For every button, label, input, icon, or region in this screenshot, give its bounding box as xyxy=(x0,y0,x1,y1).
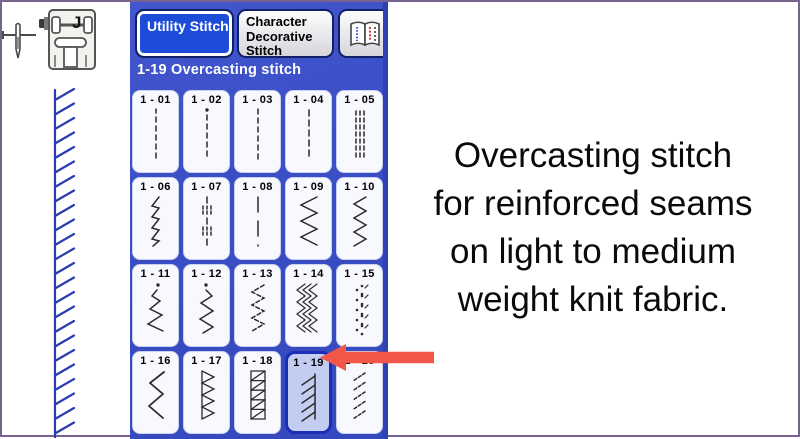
red-arrow-left-icon xyxy=(320,344,434,371)
straight-stitch-left-icon xyxy=(154,108,157,160)
caption-line: for reinforced seams xyxy=(433,184,753,223)
dotted-chevron-icon xyxy=(355,284,369,336)
stitch-cell-1-04[interactable]: 1 - 04 xyxy=(285,90,332,173)
stem-stretch-stitch-icon xyxy=(150,196,161,247)
tab-stitch-guide[interactable] xyxy=(338,9,383,58)
stitch-cell-1-16[interactable]: 1 - 16 xyxy=(132,351,179,434)
stitch-cell-label: 1 - 06 xyxy=(140,181,171,193)
caption-line: weight knit fabric. xyxy=(457,280,729,319)
stitch-cell-1-12[interactable]: 1 - 12 xyxy=(183,264,230,347)
stitch-cell-label: 1 - 03 xyxy=(242,94,273,106)
stitch-guide-book-icon xyxy=(350,21,380,47)
stitch-cell-1-19[interactable]: 1 - 19 xyxy=(285,351,332,434)
stitch-cell-label: 1 - 18 xyxy=(242,355,273,367)
selected-stitch-status: 1-19 Overcasting stitch xyxy=(137,62,302,78)
dashed-triple-stitch-icon xyxy=(201,196,212,246)
stitch-cell-label: 1 - 13 xyxy=(242,268,273,280)
stitch-cell-1-08[interactable]: 1 - 08 xyxy=(234,177,281,260)
stitch-cell-1-06[interactable]: 1 - 06 xyxy=(132,177,179,260)
stitch-cell-1-11[interactable]: 1 - 11 xyxy=(132,264,179,347)
stitch-cell-label: 1 - 16 xyxy=(140,355,171,367)
stitch-cell-1-07[interactable]: 1 - 07 xyxy=(183,177,230,260)
straight-stitch-locking-icon xyxy=(204,108,209,160)
stitch-cell-1-18[interactable]: 1 - 18 xyxy=(234,351,281,434)
stitch-cell-1-17[interactable]: 1 - 17 xyxy=(183,351,230,434)
dense-triple-chevron-icon xyxy=(295,283,318,333)
stitch-cell-label: 1 - 04 xyxy=(293,94,324,106)
stitch-cell-label: 1 - 11 xyxy=(140,268,171,280)
stitch-cell-1-02[interactable]: 1 - 02 xyxy=(183,90,230,173)
straight-stitch-center-icon xyxy=(256,108,259,160)
stitch-grid: 1 - 01 1 - 02 1 - 03 1 - 04 1 - 05 1 - 06 1 - … xyxy=(132,90,383,434)
basting-stitch-icon xyxy=(256,196,259,247)
presser-foot-label: J xyxy=(72,13,81,32)
stitch-cell-label: 1 - 05 xyxy=(344,94,375,106)
stitch-cell-1-01[interactable]: 1 - 01 xyxy=(132,90,179,173)
zigzag-dot-left-icon xyxy=(198,283,214,334)
overcast-dashed-diagonal-icon xyxy=(351,372,366,420)
stitch-cell-label: 1 - 17 xyxy=(191,355,222,367)
triple-stretch-stitch-icon xyxy=(354,110,365,158)
stitch-cell-label: 1 - 10 xyxy=(344,181,375,193)
stitch-cell-1-03[interactable]: 1 - 03 xyxy=(234,90,281,173)
stitch-cell-label: 1 - 09 xyxy=(293,181,324,193)
stitch-cell-label: 1 - 01 xyxy=(140,94,171,106)
sewing-needle-icon xyxy=(2,22,36,59)
stitch-cell-label: 1 - 08 xyxy=(242,181,273,193)
overcast-stitch-preview xyxy=(53,88,76,438)
stitch-cell-label: 1 - 07 xyxy=(191,181,222,193)
stitch-cell-1-10[interactable]: 1 - 10 xyxy=(336,177,383,260)
triangle-zigzag-icon xyxy=(200,370,215,420)
stitch-cell-label: 1 - 14 xyxy=(293,268,324,280)
stitch-cell-label: 1 - 02 xyxy=(191,94,222,106)
stitch-cell-1-14[interactable]: 1 - 14 xyxy=(285,264,332,347)
zigzag-wide-icon xyxy=(298,196,319,246)
stitch-select-screen: Utility Stitch Character Decorative Stit… xyxy=(130,2,388,439)
tab-character-decorative-stitch[interactable]: Character Decorative Stitch xyxy=(237,9,334,58)
zigzag-narrow-icon xyxy=(352,196,367,247)
stitch-cell-label: 1 - 19 xyxy=(293,357,324,369)
stitch-cell-1-09[interactable]: 1 - 09 xyxy=(285,177,332,260)
serpentine-wave-icon xyxy=(147,371,165,419)
stitch-cell-1-13[interactable]: 1 - 13 xyxy=(234,264,281,347)
elastic-zigzag-icon xyxy=(249,284,266,332)
caption-line: on light to medium xyxy=(450,232,736,271)
caption-line: Overcasting stitch xyxy=(453,136,733,175)
stitch-cell-1-15[interactable]: 1 - 15 xyxy=(336,264,383,347)
tab-utility-stitch[interactable]: Utility Stitch xyxy=(135,9,234,58)
stitch-cell-label: 1 - 12 xyxy=(191,268,222,280)
presser-foot-icon: J xyxy=(39,9,96,70)
overcast-diagonal-icon xyxy=(300,373,316,422)
straight-stitch-long-icon xyxy=(307,109,310,160)
overcast-ladder-icon xyxy=(249,370,266,420)
stitch-cell-1-05[interactable]: 1 - 05 xyxy=(336,90,383,173)
zigzag-dot-right-icon xyxy=(145,283,164,332)
annotation-caption: Overcasting stitch for reinforced seams … xyxy=(390,132,796,324)
stitch-cell-label: 1 - 15 xyxy=(344,268,375,280)
